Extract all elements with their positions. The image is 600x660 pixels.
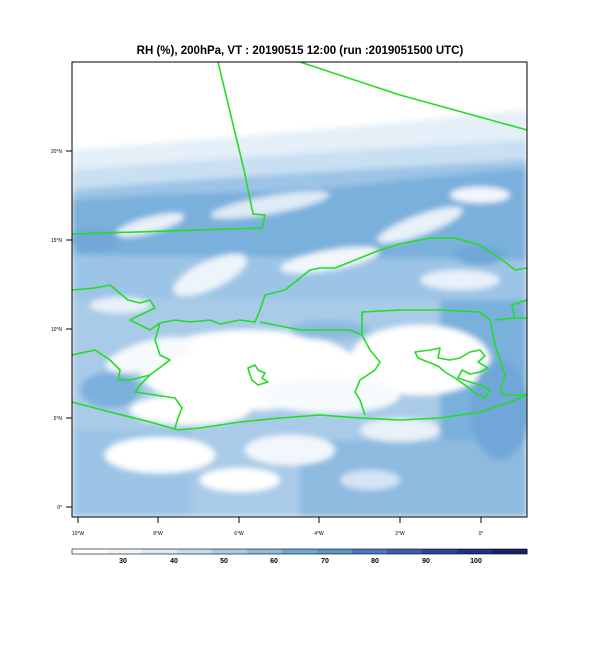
- colorbar-segment: [247, 549, 283, 554]
- colorbar-label: 80: [371, 558, 379, 565]
- lon-tick-label: 0°: [479, 531, 484, 537]
- colorbar-label: 90: [422, 558, 430, 565]
- colorbar-segment: [387, 549, 423, 554]
- lon-tick-label: 6°W: [234, 531, 244, 537]
- lon-tick-label: 10°W: [72, 531, 85, 537]
- colorbar-label: 100: [470, 558, 482, 565]
- colorbar-segment: [352, 549, 388, 554]
- lat-tick-label: 10°N: [51, 327, 63, 333]
- longitude-axis: 10°W 8°W 6°W 4°W 2°W 0°: [72, 517, 484, 537]
- colorbar-label: 50: [220, 558, 228, 565]
- lon-tick-label: 8°W: [153, 531, 163, 537]
- colorbar-label: 60: [270, 558, 278, 565]
- colorbar-segment: [492, 549, 528, 554]
- rh-field: [72, 62, 527, 517]
- colorbar-segment: [317, 549, 353, 554]
- colorbar-label: 40: [170, 558, 178, 565]
- colorbar-segment: [72, 549, 108, 554]
- lat-tick-label: 5°N: [54, 416, 63, 422]
- colorbar-segment: [422, 549, 458, 554]
- plot-frame: [71, 61, 528, 518]
- country-boundaries: [72, 62, 527, 431]
- colorbar-segment: [142, 549, 178, 554]
- lon-tick-label: 4°W: [314, 531, 324, 537]
- colorbar-label: 30: [119, 558, 127, 565]
- lat-tick-label: 15°N: [51, 238, 63, 244]
- map-title: RH (%), 200hPa, VT : 20190515 12:00 (run…: [136, 45, 464, 57]
- lat-tick-label: 20°N: [51, 149, 63, 155]
- colorbar-segment: [282, 549, 318, 554]
- colorbar-label: 70: [321, 558, 329, 565]
- lon-tick-label: 2°W: [395, 531, 405, 537]
- colorbar-segment: [212, 549, 248, 554]
- colorbar-segment: [177, 549, 213, 554]
- lat-tick-label: 0°: [57, 505, 62, 511]
- colorbar: 30 40 50 60 70 80 90 100: [71, 548, 528, 565]
- colorbar-frame: [71, 548, 528, 555]
- latitude-axis: 20°N 15°N 10°N 5°N 0°: [51, 149, 72, 511]
- colorbar-segment: [457, 549, 493, 554]
- colorbar-segment: [107, 549, 143, 554]
